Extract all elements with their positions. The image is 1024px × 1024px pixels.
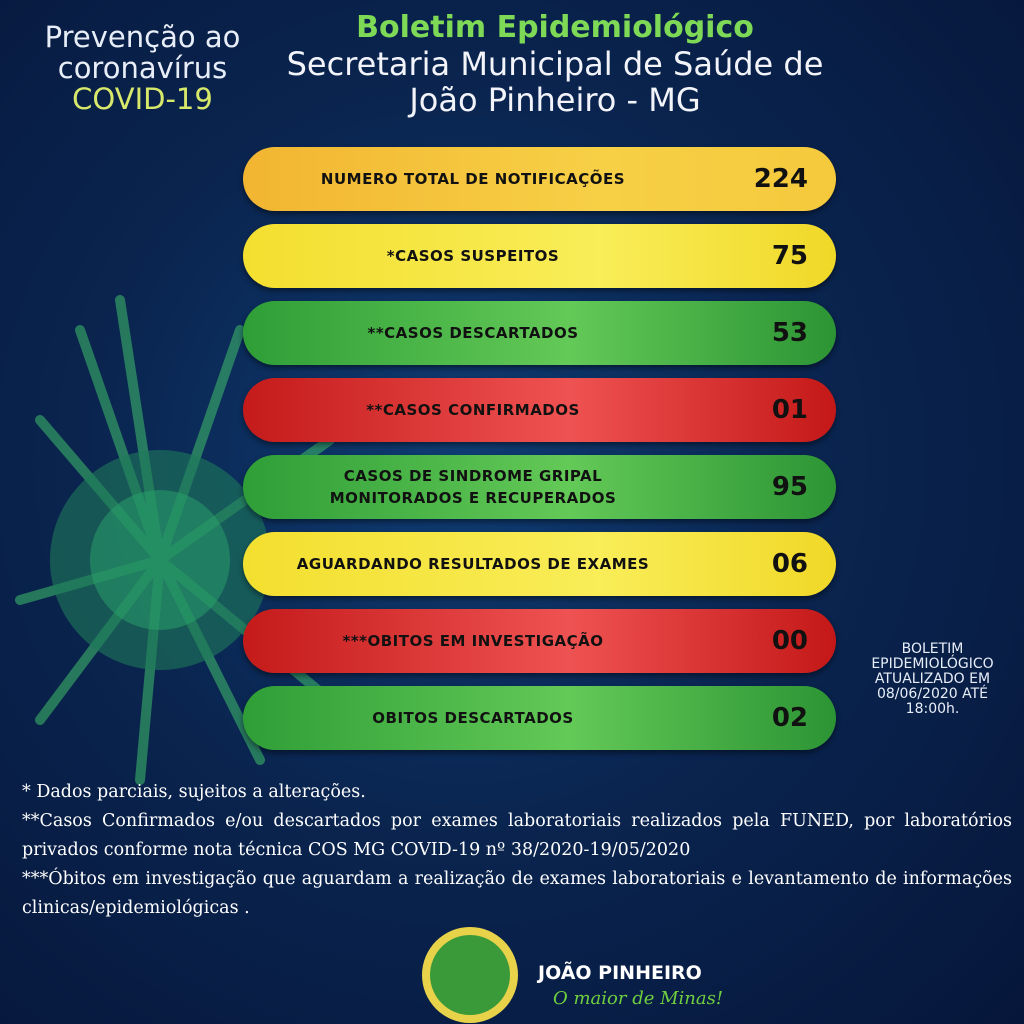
stat-label-line: ***OBITOS EM INVESTIGAÇÃO <box>342 632 604 650</box>
title: Boletim Epidemiológico <box>356 10 754 45</box>
stat-label-line: *CASOS SUSPEITOS <box>386 247 560 265</box>
stat-label: OBITOS DESCARTADOS <box>243 707 703 729</box>
stat-value: 95 <box>771 472 808 502</box>
campaign-line: Prevenção ao <box>44 20 241 54</box>
stat-value: 75 <box>771 241 808 271</box>
stat-row: ***OBITOS EM INVESTIGAÇÃO 00 <box>243 609 836 673</box>
stat-label: CASOS DE SINDROME GRIPAL MONITORADOS E RE… <box>243 465 703 509</box>
footnote: * Dados parciais, sujeitos a alterações. <box>22 782 366 802</box>
campaign-text: Prevenção ao coronavírus COVID-19 <box>20 22 265 115</box>
logo-slogan: O maior de Minas! <box>553 988 724 1009</box>
stat-value: 01 <box>771 395 808 425</box>
subtitle-line: João Pinheiro - MG <box>409 81 701 119</box>
stat-label-line: NUMERO TOTAL DE NOTIFICAÇÕES <box>320 170 626 188</box>
subtitle-line: Secretaria Municipal de Saúde de <box>286 45 824 83</box>
stat-label-line: OBITOS DESCARTADOS <box>372 709 574 727</box>
note-line: 08/06/2020 ATÉ <box>876 686 989 702</box>
stat-row: NUMERO TOTAL DE NOTIFICAÇÕES 224 <box>243 147 836 211</box>
stat-row: OBITOS DESCARTADOS 02 <box>243 686 836 750</box>
campaign-line: coronavírus <box>57 51 228 85</box>
stat-label: **CASOS CONFIRMADOS <box>243 399 703 421</box>
note-line: EPIDEMIOLÓGICO <box>871 656 994 672</box>
stat-label-line: AGUARDANDO RESULTADOS DE EXAMES <box>296 555 650 573</box>
footnote: **Casos Confirmados e/ou descartados por… <box>22 811 1012 860</box>
stat-value: 00 <box>771 626 808 656</box>
stat-row: **CASOS CONFIRMADOS 01 <box>243 378 836 442</box>
stat-label-line: **CASOS CONFIRMADOS <box>366 401 580 419</box>
stat-row: CASOS DE SINDROME GRIPAL MONITORADOS E RE… <box>243 455 836 519</box>
footnote: ***Óbitos em investigação que aguardam a… <box>22 869 1012 918</box>
stat-row: AGUARDANDO RESULTADOS DE EXAMES 06 <box>243 532 836 596</box>
stat-label: **CASOS DESCARTADOS <box>243 322 703 344</box>
note-line: BOLETIM <box>901 641 964 657</box>
stat-label: NUMERO TOTAL DE NOTIFICAÇÕES <box>243 168 703 190</box>
update-note: BOLETIM EPIDEMIOLÓGICO ATUALIZADO EM 08/… <box>845 642 1020 717</box>
stat-label-line: CASOS DE SINDROME GRIPAL <box>343 467 603 485</box>
stat-row: *CASOS SUSPEITOS 75 <box>243 224 836 288</box>
stat-label-line: MONITORADOS E RECUPERADOS <box>329 489 617 507</box>
stat-label: *CASOS SUSPEITOS <box>243 245 703 267</box>
subtitle: Secretaria Municipal de Saúde de João Pi… <box>250 46 860 118</box>
stat-label-line: **CASOS DESCARTADOS <box>367 324 579 342</box>
stat-label: AGUARDANDO RESULTADOS DE EXAMES <box>243 553 703 575</box>
stat-value: 02 <box>771 703 808 733</box>
logo-name: JOÃO PINHEIRO <box>538 962 702 984</box>
stat-value: 224 <box>753 164 808 194</box>
stat-label: ***OBITOS EM INVESTIGAÇÃO <box>243 630 703 652</box>
stat-value: 06 <box>771 549 808 579</box>
stat-row: **CASOS DESCARTADOS 53 <box>243 301 836 365</box>
footnotes: * Dados parciais, sujeitos a alterações.… <box>22 778 1012 923</box>
note-line: ATUALIZADO EM <box>874 671 991 687</box>
campaign-line: COVID-19 <box>72 82 213 116</box>
note-line: 18:00h. <box>905 701 960 717</box>
stat-value: 53 <box>771 318 808 348</box>
